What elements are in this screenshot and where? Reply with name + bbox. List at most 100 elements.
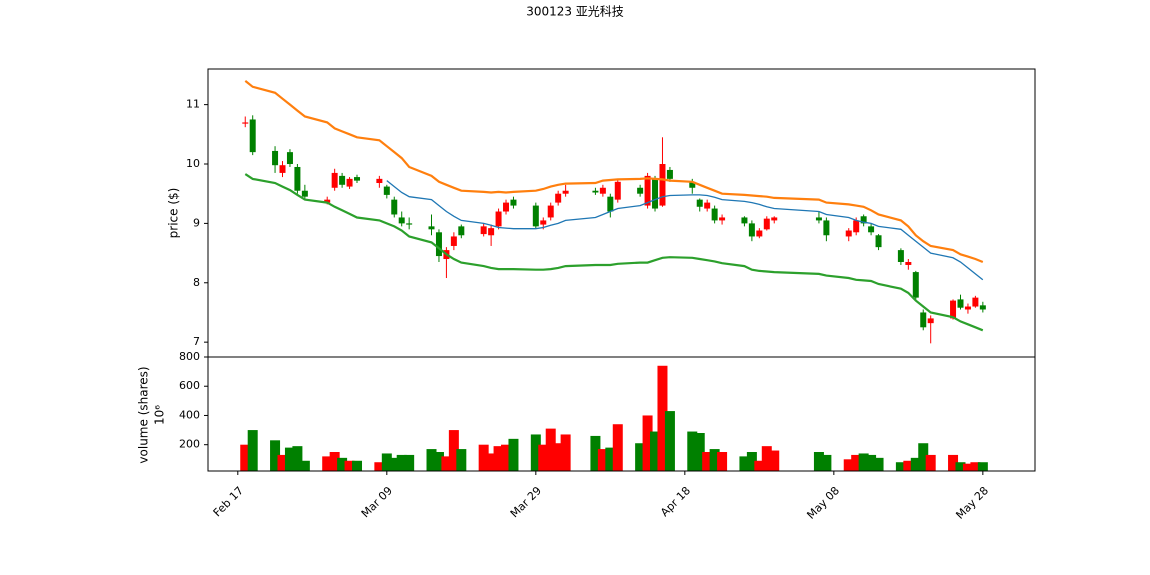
candle-body [532, 205, 539, 227]
volume-bar [948, 454, 959, 471]
candle-body [950, 300, 957, 319]
volume-bar [448, 430, 459, 471]
volume-bar [955, 462, 966, 471]
candle-body [644, 175, 651, 206]
candle-body [599, 187, 606, 194]
candle-body [972, 297, 979, 307]
x-tick-label: Mar 09 [359, 484, 395, 520]
candle-body [666, 169, 673, 179]
candle-body [376, 178, 383, 184]
volume-bar [456, 449, 467, 471]
candle-body [614, 181, 621, 200]
candle-body [458, 226, 465, 236]
volume-bar [866, 454, 877, 471]
volume-bar [873, 457, 884, 471]
volume-bar [761, 446, 772, 471]
volume-bar [441, 456, 452, 471]
volume-bar [657, 365, 668, 471]
volume-bar [560, 434, 571, 471]
candle-body [592, 190, 599, 193]
x-tick-label: Mar 29 [508, 484, 544, 520]
x-tick-label: May 08 [804, 484, 842, 522]
candle-body [823, 220, 830, 236]
volume-bar [292, 446, 303, 471]
candle-body [927, 318, 934, 324]
y-tick-label: 10 [186, 157, 200, 170]
volume-bar [962, 463, 973, 471]
volume-bar [545, 428, 556, 471]
volume-bar [843, 459, 854, 471]
volume-bar [530, 434, 541, 471]
volume-bar [918, 443, 929, 471]
band-line [244, 173, 984, 332]
candle-body [480, 226, 487, 235]
volume-bar [501, 444, 512, 471]
volume-bar [642, 415, 653, 471]
candle-body [428, 226, 435, 230]
candle-body [398, 217, 405, 224]
band-line [244, 80, 984, 264]
candle-body [853, 220, 860, 233]
volume-bar [769, 450, 780, 471]
volume-bar [813, 452, 824, 471]
volume-bar [553, 443, 564, 471]
volume-bar [344, 460, 355, 471]
volume-tick-label: 400 [179, 408, 200, 421]
candle-body [435, 232, 442, 257]
candle-body [286, 152, 293, 165]
candle-body [704, 202, 711, 209]
volume-bar [746, 452, 757, 471]
volume-tick-label: 600 [179, 379, 200, 392]
candle-body [324, 199, 331, 203]
x-tick-label: Apr 18 [658, 484, 693, 519]
candle-body [547, 205, 554, 218]
volume-bar [538, 444, 549, 471]
candle-body [242, 122, 249, 124]
candle-body [495, 211, 502, 227]
volume-bar [352, 460, 363, 471]
volume-bar [493, 446, 504, 471]
volume-tick-label: 800 [179, 350, 200, 363]
candle-body [741, 217, 748, 224]
volume-bar [284, 447, 295, 471]
volume-bar [635, 443, 646, 471]
volume-bar [478, 444, 489, 471]
volume-panel-frame [207, 356, 1036, 472]
band-line [386, 180, 984, 281]
candle-body [354, 177, 361, 181]
volume-bar [270, 440, 281, 471]
volume-bar [970, 462, 981, 471]
candle-body [868, 226, 875, 233]
x-tick-label: May 28 [953, 484, 991, 522]
volume-bar [247, 430, 258, 471]
volume-bar [486, 453, 497, 471]
candle-body [964, 306, 971, 310]
candle-body [540, 220, 547, 225]
candle-body [503, 202, 510, 212]
candle-body [607, 196, 614, 212]
candle-body [346, 178, 353, 187]
volume-bar [322, 456, 333, 471]
candle-body [339, 175, 346, 185]
volume-bar [664, 411, 675, 471]
candle-body [905, 261, 912, 265]
volume-bar [240, 444, 251, 471]
volume-bar [612, 424, 623, 471]
candle-body [450, 236, 457, 246]
volume-bar [590, 435, 601, 471]
volume-bar [329, 452, 340, 471]
y-tick-label: 9 [193, 216, 200, 229]
candle-body [875, 235, 882, 248]
volume-bar [381, 453, 392, 471]
candle-body [763, 218, 770, 230]
candle-body [391, 199, 398, 215]
candle-body [860, 216, 867, 224]
volume-bar [903, 460, 914, 471]
volume-bar [404, 454, 415, 471]
volume-bar [858, 453, 869, 471]
candle-body [659, 164, 666, 206]
volume-tick-label: 200 [179, 438, 200, 451]
volume-bar [754, 460, 765, 471]
volume-bar [977, 462, 988, 471]
